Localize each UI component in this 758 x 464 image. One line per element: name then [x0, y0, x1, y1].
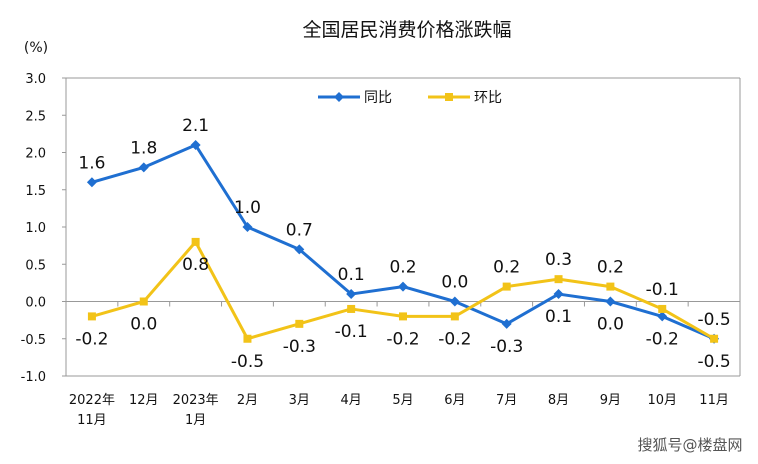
- data-point: [138, 162, 149, 173]
- x-tick-label: 3月: [289, 393, 310, 408]
- x-tick-label: 1月: [185, 413, 206, 428]
- legend-label: 同比: [364, 90, 392, 106]
- legend-marker: [334, 92, 344, 102]
- data-point: [710, 334, 719, 343]
- x-tick-label: 2月: [237, 393, 258, 408]
- data-label: 0.2: [597, 258, 624, 278]
- y-tick-label: -1.0: [21, 370, 46, 385]
- y-tick-label: 1.0: [25, 221, 46, 236]
- data-label: 1.8: [130, 138, 157, 158]
- data-label: -0.2: [75, 329, 108, 349]
- legend-label: 环比: [474, 90, 502, 106]
- data-point: [553, 289, 564, 300]
- x-tick-label: 4月: [341, 393, 362, 408]
- data-point: [658, 304, 667, 313]
- data-labels: 1.6 1.8 2.1 1.0 0.7 0.1 0.2 0.0 -0.3 0.1 0.0 -0.2 -0…: [75, 116, 730, 372]
- data-label: 1.6: [78, 153, 105, 173]
- data-point: [399, 312, 407, 321]
- x-tick-label: 5月: [392, 393, 413, 408]
- data-point: [294, 244, 305, 255]
- data-label: -0.1: [646, 280, 679, 300]
- series-line-1: [91, 143, 715, 341]
- data-label: 0.7: [286, 220, 313, 240]
- data-point: [190, 140, 201, 151]
- data-label: 0.0: [441, 273, 468, 293]
- data-point: [242, 222, 253, 232]
- data-label: 0.2: [389, 258, 416, 278]
- axes: 3.0 2.5 2.0 1.5 1.0 0.5 0.0 -0.5 -1.0 2022年 11月 12月…: [21, 72, 741, 428]
- x-tick-label: 12月: [129, 393, 159, 408]
- data-label: -0.2: [386, 329, 419, 349]
- data-point: [554, 275, 563, 284]
- data-point: [449, 296, 460, 307]
- x-tick-label: 9月: [600, 393, 621, 408]
- y-tick-label: 2.5: [25, 109, 46, 124]
- data-label: -0.2: [646, 329, 679, 349]
- y-tick-label: 2.0: [25, 147, 46, 162]
- y-tick-label: 3.0: [25, 72, 46, 87]
- y-axis-label: (%): [24, 40, 48, 56]
- data-point: [398, 281, 408, 292]
- data-point: [87, 312, 96, 321]
- x-tick-label: 11月: [77, 413, 107, 428]
- legend-marker: [445, 93, 453, 101]
- y-tick-label: -0.5: [21, 333, 46, 348]
- data-label: 0.2: [493, 258, 520, 278]
- data-label: -0.5: [231, 352, 264, 372]
- x-tick-label: 7月: [496, 393, 517, 408]
- legend: 同比 环比: [318, 90, 502, 106]
- x-tick-label: 6月: [444, 393, 465, 408]
- data-point: [347, 304, 356, 313]
- data-point: [191, 237, 200, 246]
- data-point: [501, 318, 512, 329]
- data-point: [606, 282, 615, 291]
- data-label: 0.0: [597, 315, 624, 335]
- data-label: -0.5: [697, 310, 730, 330]
- data-label: -0.3: [490, 337, 523, 357]
- x-tick-label: 2022年: [69, 393, 115, 408]
- data-point: [86, 177, 97, 188]
- data-label: -0.3: [283, 337, 316, 357]
- series-lines: [86, 140, 720, 344]
- data-point: [139, 297, 148, 306]
- x-tick-label: 11月: [699, 393, 729, 408]
- chart-title: 全国居民消费价格涨跌幅: [302, 19, 511, 41]
- data-label: -0.1: [335, 322, 368, 342]
- y-tick-label: 0.0: [25, 296, 46, 311]
- data-label: 0.0: [130, 315, 157, 335]
- data-point: [346, 289, 357, 300]
- y-tick-label: 0.5: [25, 258, 46, 273]
- y-tick-label: 1.5: [25, 184, 46, 199]
- watermark-text: 搜狐号@楼盘网: [637, 436, 742, 454]
- data-label: -0.5: [697, 352, 730, 372]
- x-tick-label: 2023年: [173, 393, 219, 408]
- data-label: 0.1: [545, 307, 572, 327]
- data-point: [657, 311, 668, 322]
- data-point: [450, 312, 459, 321]
- data-label: 0.1: [338, 265, 365, 285]
- data-label: 0.8: [182, 255, 209, 275]
- data-label: 2.1: [182, 116, 209, 136]
- x-tick-label: 8月: [548, 393, 569, 408]
- data-label: -0.2: [438, 329, 471, 349]
- x-tick-label: 10月: [647, 393, 677, 408]
- data-label: 0.3: [545, 250, 572, 270]
- data-label: 1.0: [234, 198, 261, 218]
- data-point: [502, 282, 511, 291]
- data-point: [243, 334, 252, 343]
- data-point: [295, 319, 304, 328]
- data-point: [605, 296, 616, 307]
